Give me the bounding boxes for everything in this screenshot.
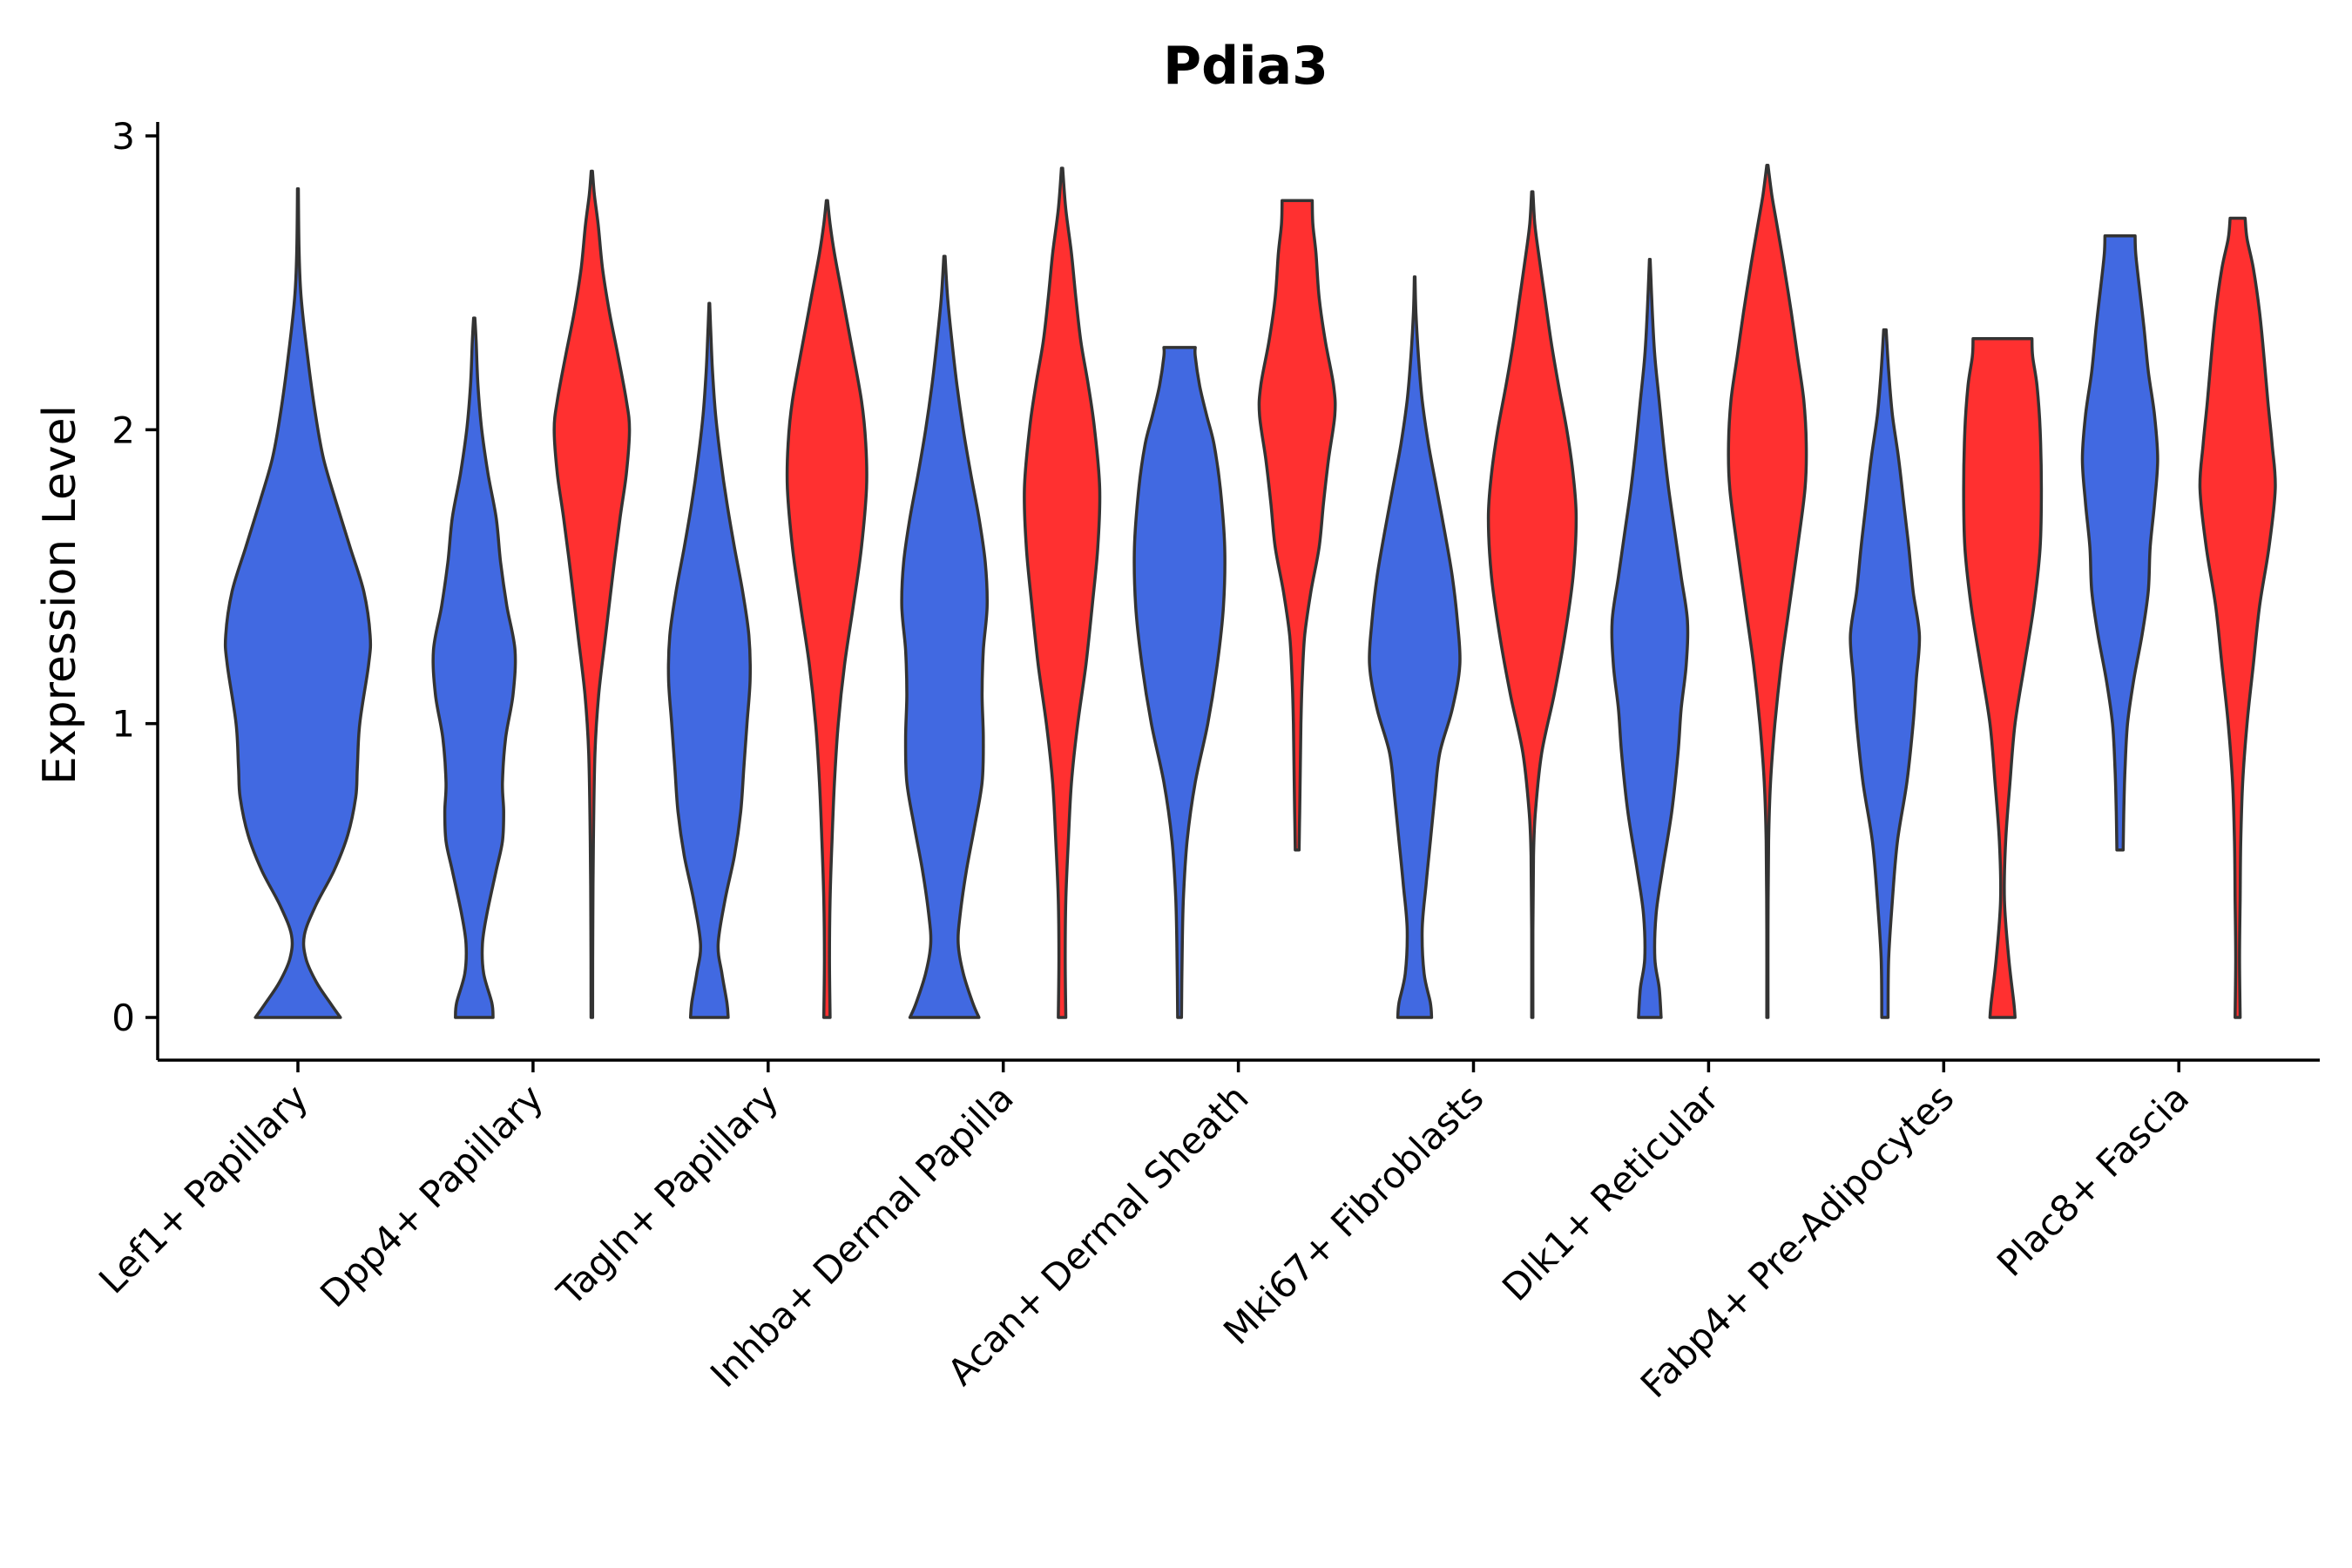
violin-red-2 <box>785 199 868 1019</box>
x-tick-label: Dpp4+ Papillary <box>312 1076 551 1315</box>
violin-group <box>223 163 2277 1019</box>
violin-blue-6 <box>1610 257 1690 1019</box>
violin-red-5 <box>1486 190 1578 1019</box>
violin-red-3 <box>1023 166 1102 1019</box>
violin-blue-3 <box>900 254 990 1019</box>
y-tick-label: 3 <box>112 115 135 158</box>
violin-red-7 <box>1962 337 2044 1019</box>
chart-title: Pdia3 <box>1163 36 1328 97</box>
x-tick-label: Dlk1+ Reticular <box>1494 1076 1727 1309</box>
x-tick-label: Plac8+ Fascia <box>1989 1076 2197 1284</box>
violin-red-1 <box>552 169 632 1019</box>
violin-red-8 <box>2198 216 2277 1019</box>
violin-blue-4 <box>1132 346 1227 1019</box>
violin-blue-1 <box>431 316 517 1019</box>
violin-blue-7 <box>1848 328 1922 1019</box>
y-axis-label: Expression Level <box>34 405 86 785</box>
y-tick-label: 2 <box>112 409 135 451</box>
violin-red-4 <box>1257 199 1337 852</box>
violin-blue-5 <box>1368 275 1462 1019</box>
x-tick-label: Mki67+ Fibroblasts <box>1215 1076 1491 1352</box>
violin-red-6 <box>1727 163 1808 1019</box>
violin-blue-8 <box>2080 233 2159 852</box>
violin-blue-0 <box>223 186 373 1019</box>
x-tick-label: Tagln+ Papillary <box>548 1076 786 1314</box>
violin-blue-2 <box>666 301 752 1019</box>
x-tick-label: Lef1+ Papillary <box>91 1076 316 1301</box>
y-tick-label: 1 <box>112 703 135 746</box>
y-ticks: 0 1 2 3 <box>112 115 158 1039</box>
y-tick-label: 0 <box>112 997 135 1039</box>
